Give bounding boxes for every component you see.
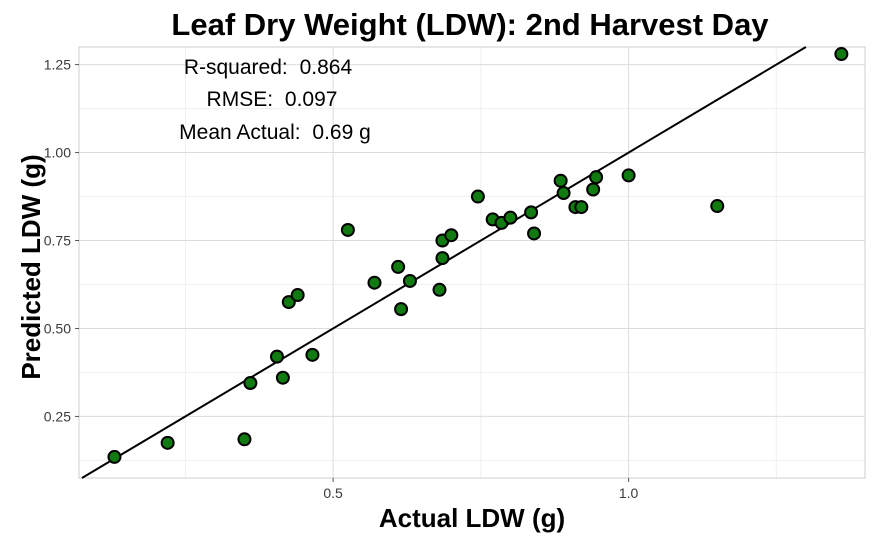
rmse-label: RMSE: <box>207 88 274 111</box>
grid-layer <box>78 46 866 479</box>
plot-panel-border <box>78 46 866 479</box>
stats-annotations: R-squared: 0.864 RMSE: 0.097 Mean Actual… <box>179 56 371 144</box>
data-point <box>290 288 305 303</box>
y-axis-title: Predicted LDW (g) <box>16 154 46 379</box>
y-tick-label: 0.75 <box>44 233 71 249</box>
data-point <box>394 302 409 317</box>
y-tick-label: 1.25 <box>44 57 71 73</box>
data-point <box>160 435 175 450</box>
rmse-annotation: RMSE: 0.097 <box>207 88 338 111</box>
points-layer <box>107 47 849 464</box>
data-point <box>237 432 252 447</box>
data-point <box>367 275 382 290</box>
y-tick-label: 0.50 <box>44 320 71 336</box>
data-point <box>470 189 485 204</box>
data-point <box>269 349 284 364</box>
data-point <box>275 370 290 385</box>
chart-title: Leaf Dry Weight (LDW): 2nd Harvest Day <box>171 7 769 42</box>
data-point <box>524 205 539 220</box>
data-point <box>243 376 258 391</box>
data-point <box>107 449 122 464</box>
data-point <box>589 170 604 185</box>
data-point <box>834 47 849 62</box>
data-point <box>391 259 406 274</box>
mean-actual-annotation: Mean Actual: 0.69 g <box>179 121 371 144</box>
data-point <box>402 273 417 288</box>
r-squared-label: R-squared: <box>184 56 288 79</box>
data-point <box>340 222 355 237</box>
data-point <box>621 168 636 183</box>
r-squared-annotation: R-squared: 0.864 <box>184 56 353 79</box>
x-tick-label: 1.0 <box>619 485 639 501</box>
x-axis-title: Actual LDW (g) <box>379 503 565 533</box>
data-point <box>444 228 459 243</box>
data-point <box>574 200 589 215</box>
data-point <box>503 210 518 225</box>
data-point <box>527 226 542 241</box>
data-point <box>710 199 725 214</box>
data-point <box>432 282 447 297</box>
axis-layer: 0.5 1.0 0.25 0.50 0.75 1.00 1.25 <box>44 57 639 501</box>
data-point <box>435 251 450 266</box>
data-point <box>305 347 320 362</box>
data-point <box>556 186 571 201</box>
x-tick-label: 0.5 <box>323 485 343 501</box>
mean-actual-label: Mean Actual: <box>179 121 300 144</box>
y-tick-label: 0.25 <box>44 408 71 424</box>
data-point <box>553 173 568 188</box>
data-point <box>281 295 296 310</box>
data-point <box>586 182 601 197</box>
y-tick-label: 1.00 <box>44 145 71 161</box>
mean-actual-value: 0.69 g <box>312 121 370 144</box>
rmse-value: 0.097 <box>285 88 338 111</box>
r-squared-value: 0.864 <box>300 56 353 79</box>
